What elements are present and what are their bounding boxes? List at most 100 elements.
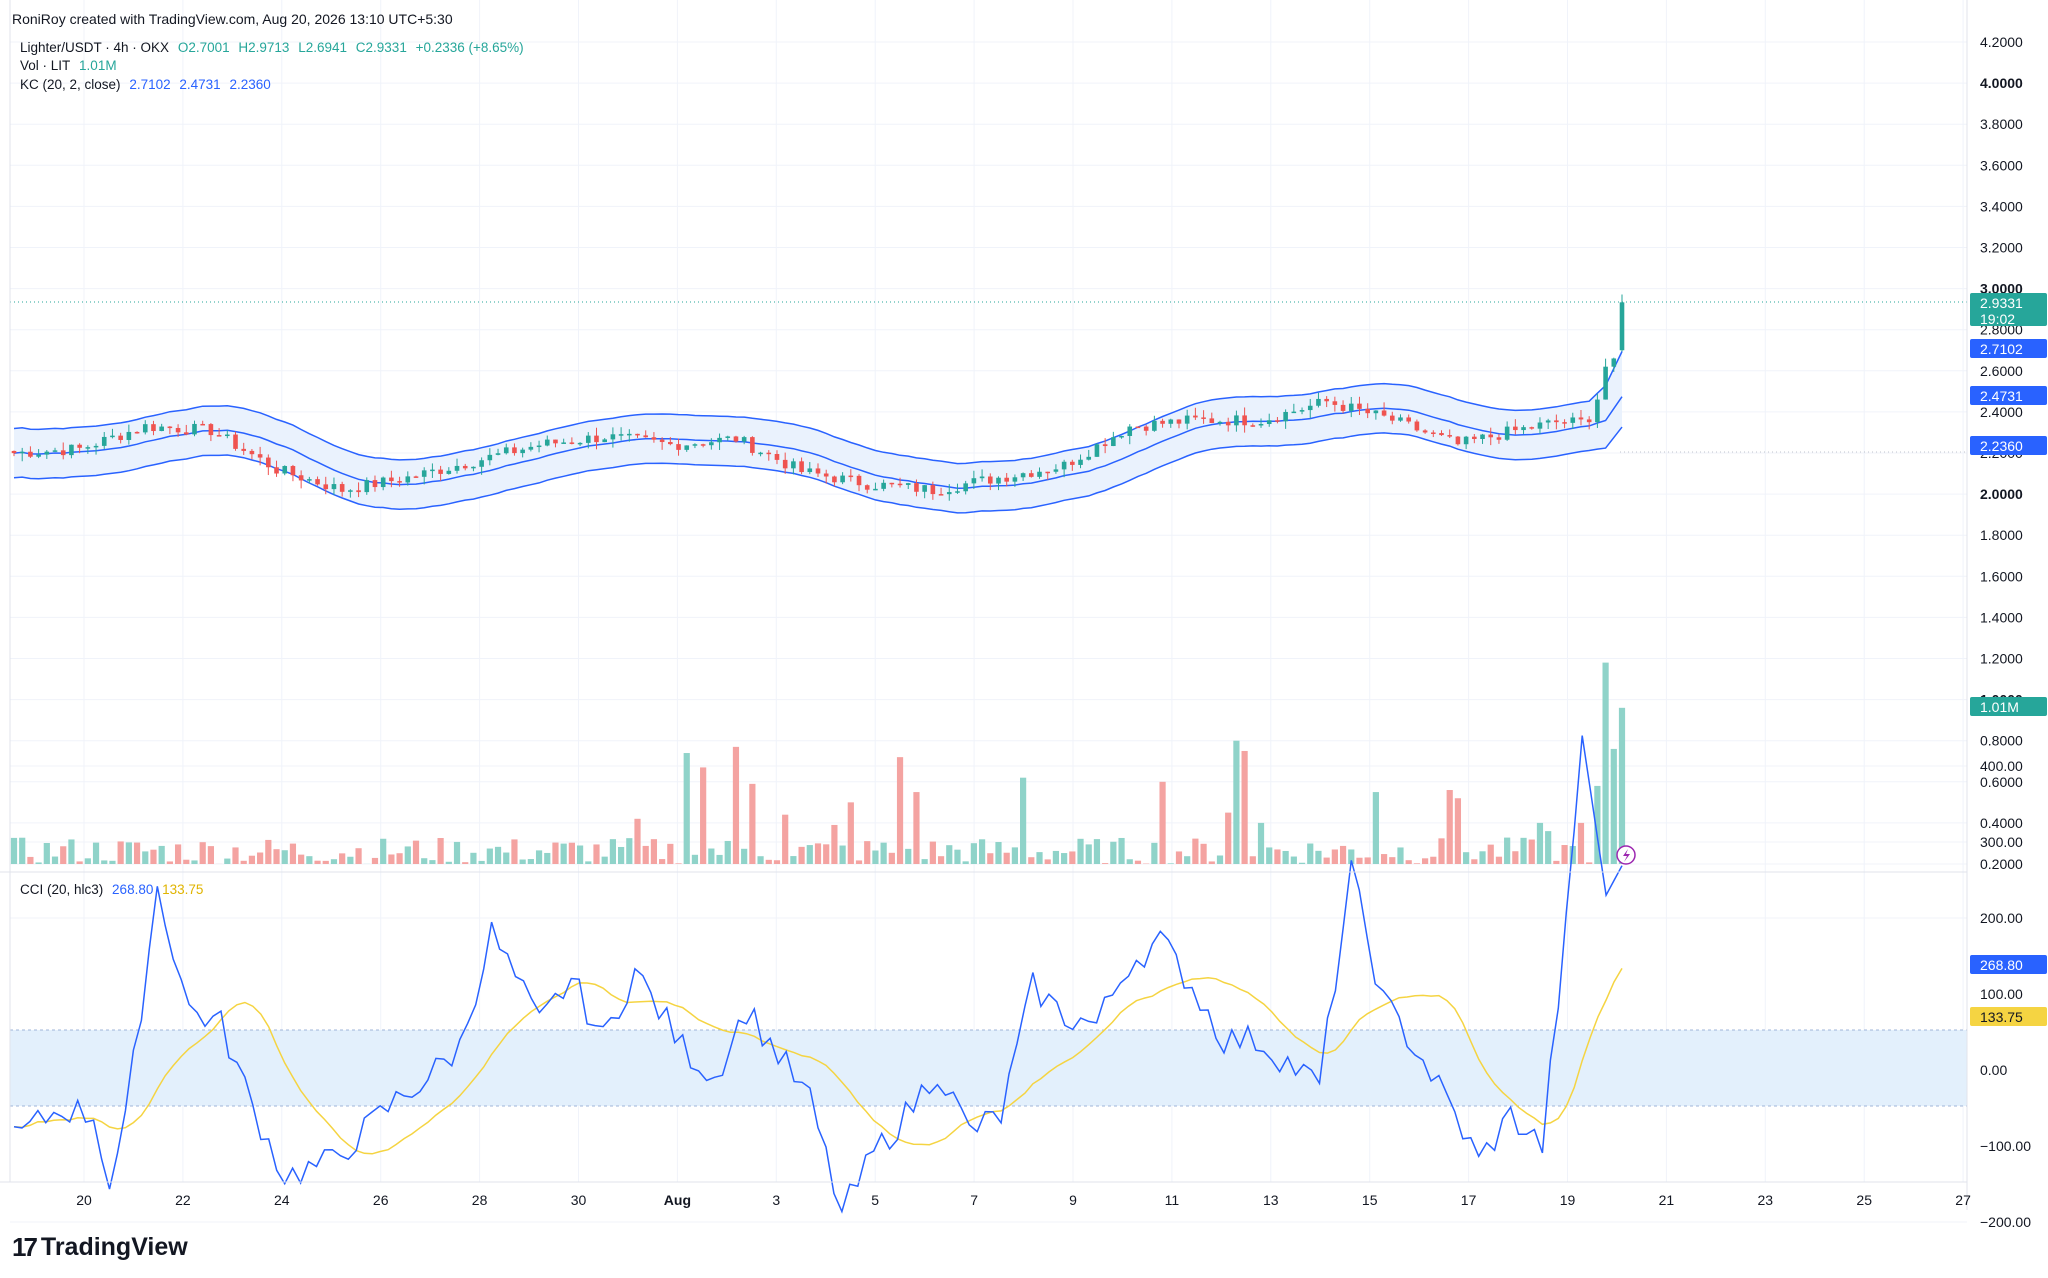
volume-bar — [642, 845, 649, 864]
volume-bar — [511, 839, 518, 864]
candle-up — [1119, 435, 1124, 438]
kc-fill — [14, 351, 1622, 513]
volume-bar — [855, 860, 863, 864]
candle-down — [28, 451, 33, 457]
kc-upper-value: 2.7102 — [129, 77, 171, 92]
candle-down — [233, 434, 238, 449]
tradingview-logo[interactable]: 17 TradingView — [12, 1232, 188, 1263]
volume-bar — [1003, 852, 1010, 864]
candle-up — [487, 454, 493, 461]
candle-down — [1562, 422, 1567, 424]
creator-header: RoniRoy created with TradingView.com, Au… — [12, 11, 453, 27]
time-axis[interactable]: 20 22 24 26 28 30 Aug 3 5 7 9 11 13 15 17 19 21 23 25 27 — [76, 1192, 1971, 1208]
candle-up — [126, 431, 132, 440]
volume-bar — [224, 858, 231, 864]
cci-ma-badge: 133.75 — [1970, 1007, 2047, 1026]
volume-bar — [306, 856, 313, 864]
candle-down — [848, 475, 854, 478]
candle-up — [1463, 436, 1469, 445]
volume-bar — [634, 818, 641, 864]
price-tick-label: 3.8000 — [1980, 116, 2023, 132]
volume-bar — [1389, 857, 1396, 864]
time-tick-label: 11 — [1165, 1192, 1180, 1208]
volume-bar — [1553, 860, 1560, 864]
volume-bar — [675, 863, 682, 864]
candle-up — [1152, 420, 1157, 431]
main-legend[interactable]: Lighter/USDT · 4h · OKX O2.7001 H2.9713 … — [20, 40, 529, 55]
symbol-label[interactable]: Lighter/USDT · 4h · OKX — [20, 40, 170, 55]
volume-bar — [1151, 842, 1158, 864]
volume-bar — [1610, 748, 1617, 864]
volume-bar — [683, 753, 690, 864]
volume-bar — [1044, 859, 1051, 864]
volume-bar — [281, 850, 288, 864]
candle-down — [257, 454, 263, 458]
volume-bar — [298, 854, 305, 864]
candle-down — [134, 431, 140, 434]
candle-down — [1406, 417, 1411, 422]
volume-bar — [946, 845, 953, 864]
volume-bar — [396, 853, 403, 864]
volume-bar — [388, 854, 395, 864]
candle-up — [807, 468, 813, 473]
candle-up — [19, 451, 25, 454]
volume-bar — [1257, 822, 1265, 864]
volume-bar — [1077, 838, 1084, 864]
ohlc-open: O2.7001 — [177, 40, 230, 55]
candle-down — [151, 424, 156, 432]
volume-bar — [609, 839, 616, 864]
candle-up — [610, 434, 616, 440]
volume-bar — [1413, 863, 1420, 864]
time-tick-label: 30 — [571, 1192, 587, 1208]
kc-legend[interactable]: KC (20, 2, close) 2.7102 2.4731 2.2360 — [20, 77, 276, 92]
candle-up — [544, 439, 550, 446]
candle-down — [569, 442, 575, 444]
candle-down — [356, 490, 361, 493]
cci-tick-label: 100.00 — [1980, 986, 2023, 1002]
volume-bar — [1233, 740, 1240, 864]
volume-bar — [43, 843, 50, 864]
candle-up — [996, 477, 1001, 484]
time-tick-label: 9 — [1069, 1192, 1077, 1208]
candle-up — [1094, 444, 1100, 457]
volume-bar — [404, 846, 411, 864]
volume-bar — [626, 838, 633, 864]
time-tick-label: 27 — [1955, 1192, 1971, 1208]
volume-bar — [535, 850, 543, 864]
candle-up — [1611, 358, 1617, 367]
kc-lower-line — [13, 426, 1623, 514]
cci-legend[interactable]: CCI (20, hlc3) 268.80 133.75 — [20, 882, 208, 897]
volume-bar — [880, 842, 887, 864]
lightning-icon[interactable] — [1616, 845, 1636, 865]
cci-ma-badge-bg — [1970, 1007, 2047, 1026]
candle-up — [430, 469, 435, 472]
kc-mid-badge-bg — [1970, 386, 2047, 405]
volume-bar — [76, 861, 83, 864]
price-axis[interactable]: 4.2000 4.0000 3.8000 3.6000 3.4000 3.2000 3.00… — [1980, 34, 2023, 872]
candle-up — [577, 442, 583, 445]
volume-legend[interactable]: Vol · LIT 1.01M — [20, 58, 122, 73]
cci-axis[interactable]: 400.00 300.00 200.00 100.00 0.00 −100.00 −200.… — [1980, 758, 2031, 1230]
volume-badge-bg — [1970, 697, 2047, 716]
volume-bar — [240, 860, 247, 864]
volume-label: Vol · LIT — [20, 58, 71, 73]
candle-up — [528, 446, 534, 450]
volume-bar — [527, 859, 534, 864]
candle-up — [85, 447, 91, 449]
volume-bar — [1323, 857, 1330, 864]
price-tick-label: 2.6000 — [1980, 363, 2023, 379]
volume-bar — [773, 860, 781, 864]
volume-bar — [659, 859, 666, 864]
volume-bar — [913, 792, 920, 864]
volume-bar — [896, 757, 904, 864]
candle-down — [1472, 436, 1477, 440]
volume-bar — [741, 848, 748, 864]
candle-up — [1086, 456, 1092, 460]
volume-bar — [92, 842, 100, 864]
volume-bar — [183, 859, 190, 864]
candle-up — [791, 461, 796, 469]
cci-ma-badge-text: 133.75 — [1980, 1009, 2023, 1025]
volume-bar — [1028, 857, 1035, 864]
volume-bar — [1093, 839, 1101, 864]
